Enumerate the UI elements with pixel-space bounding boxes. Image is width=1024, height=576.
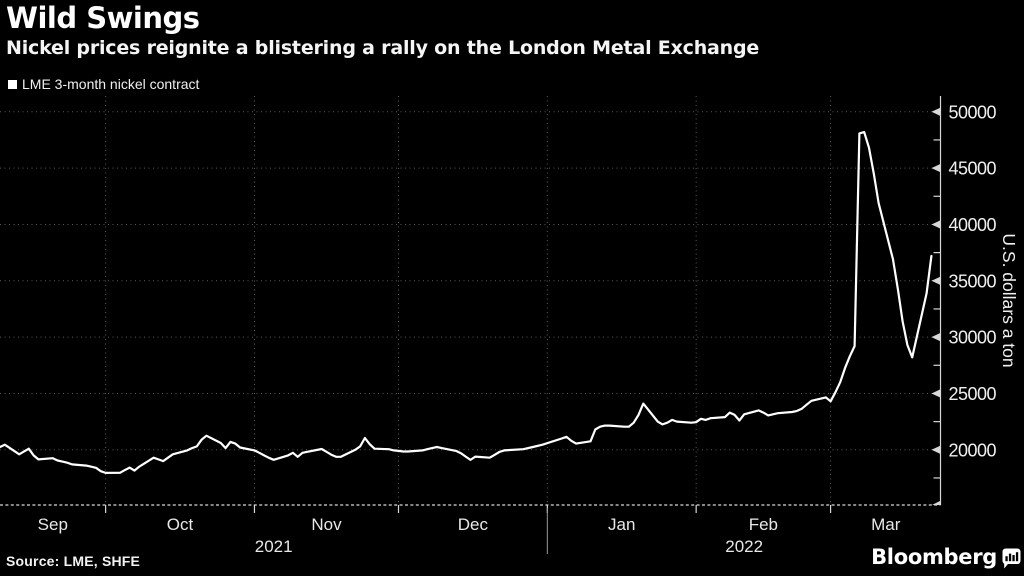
x-axis-year-label: 2022 bbox=[725, 537, 763, 556]
nickel-price-line bbox=[0, 131, 933, 474]
y-axis-tick-label: 50000 bbox=[949, 102, 997, 122]
legend: LME 3-month nickel contract bbox=[8, 76, 199, 92]
x-axis-year-label: 2021 bbox=[255, 537, 293, 556]
y-axis-tick-label: 25000 bbox=[949, 384, 997, 404]
y-major-tick bbox=[931, 220, 941, 229]
y-major-tick bbox=[931, 107, 941, 116]
source-note: Source: LME, SHFE bbox=[6, 553, 141, 569]
bloomberg-chart-bubble-icon bbox=[1002, 548, 1021, 568]
y-major-tick bbox=[931, 163, 941, 173]
legend-swatch-icon bbox=[8, 79, 17, 89]
y-axis-tick-label: 45000 bbox=[949, 159, 997, 179]
y-axis-tick-label: 30000 bbox=[949, 328, 997, 348]
x-axis-month-label: Jan bbox=[608, 515, 635, 534]
x-axis-month-label: Oct bbox=[167, 515, 194, 534]
y-axis-tick-label: 20000 bbox=[949, 440, 997, 460]
y-axis-tick-label: 40000 bbox=[949, 215, 997, 235]
y-major-tick bbox=[931, 389, 941, 398]
x-axis-month-label: Sep bbox=[38, 515, 68, 534]
x-axis-month-label: Feb bbox=[749, 515, 778, 534]
legend-label: LME 3-month nickel contract bbox=[22, 76, 200, 92]
y-major-tick bbox=[931, 276, 941, 285]
y-axis-tick-label: 35000 bbox=[949, 271, 997, 291]
bloomberg-wordmark: Bloomberg bbox=[871, 545, 997, 569]
x-axis-month-label: Mar bbox=[871, 515, 901, 534]
chart-subtitle: Nickel prices reignite a blistering a ra… bbox=[6, 37, 760, 59]
chart-title: Wild Swings bbox=[6, 1, 200, 35]
y-major-tick bbox=[931, 445, 941, 454]
y-axis-title: U.S. dollars a ton bbox=[999, 233, 1019, 367]
x-axis-month-label: Nov bbox=[311, 515, 342, 534]
y-major-tick bbox=[931, 332, 941, 342]
bloomberg-logo: Bloomberg bbox=[871, 545, 1021, 569]
x-axis-month-label: Dec bbox=[458, 515, 489, 534]
axis-corner-tick bbox=[932, 500, 941, 505]
